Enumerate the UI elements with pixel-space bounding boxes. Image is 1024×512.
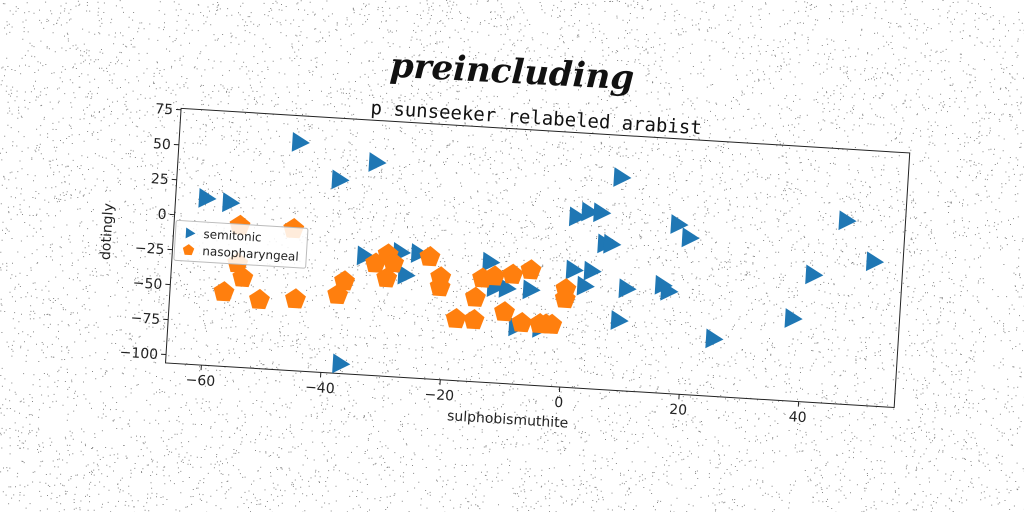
nasopharyngeal-point	[465, 286, 486, 307]
x-tick-label: −20	[424, 387, 454, 405]
semitonic-point	[670, 214, 689, 234]
semitonic-point	[331, 169, 350, 190]
nasopharyngeal-point	[520, 259, 542, 280]
semitonic-point	[565, 259, 584, 280]
semitonic-point	[593, 202, 612, 223]
legend: semitonic nasopharyngeal	[173, 219, 309, 269]
semitonic-point	[618, 278, 637, 299]
semitonic-point	[660, 280, 679, 301]
axis-ticks: −60 −40 −20 0 20 40 75 50 25 0 −25 −50 −75 −100	[119, 101, 807, 426]
data-points	[198, 131, 885, 374]
semitonic-point	[610, 310, 629, 330]
nasopharyngeal-point	[249, 288, 270, 310]
semitonic-point	[222, 192, 241, 213]
y-tick-label: 25	[150, 171, 169, 188]
y-axis-label: dotingly	[98, 203, 117, 261]
semitonic-point	[805, 264, 824, 285]
semitonic-point	[356, 245, 375, 266]
nasopharyngeal-point	[376, 267, 398, 288]
nasopharyngeal-point	[383, 252, 405, 273]
nasopharyngeal-point	[511, 311, 533, 333]
nasopharyngeal-point	[502, 263, 524, 284]
semitonic-point	[198, 188, 217, 208]
x-axis-label: sulphobismuthite	[447, 408, 569, 431]
x-tick-label: −60	[185, 372, 215, 390]
semitonic-point	[581, 201, 600, 222]
x-tick-label: 40	[788, 409, 807, 426]
y-tick-label: 50	[153, 136, 172, 153]
semitonic-point	[522, 279, 541, 300]
semitonic-point	[681, 227, 700, 248]
y-tick-label: 75	[155, 101, 174, 118]
semitonic-point	[784, 308, 803, 328]
scatter-chart: p sunseeker relabeled arabist −60 −40 −20 0…	[98, 97, 911, 432]
y-tick-label: −25	[134, 240, 164, 258]
legend-box	[173, 219, 309, 269]
nasopharyngeal-point	[429, 276, 451, 297]
semitonic-point	[568, 206, 588, 227]
y-tick-label: −100	[119, 345, 158, 363]
semitonic-point	[368, 152, 387, 172]
y-tick-label: 0	[157, 207, 167, 224]
nasopharyngeal-point	[554, 287, 576, 309]
semitonic-point	[583, 260, 602, 281]
semitonic-point	[603, 233, 622, 254]
semitonic-point	[838, 210, 857, 231]
semitonic-point	[576, 275, 595, 296]
nasopharyngeal-point	[213, 281, 235, 302]
semitonic-point	[397, 264, 416, 285]
semitonic-point	[291, 131, 310, 152]
x-tick-label: −40	[305, 380, 335, 398]
legend-marker-semitonic	[185, 227, 196, 239]
semitonic-point	[613, 167, 632, 187]
semitonic-point	[498, 278, 517, 298]
x-tick-label: 0	[554, 395, 564, 412]
plot-area-frame	[164, 107, 911, 409]
semitonic-point	[482, 251, 501, 272]
semitonic-point	[332, 353, 351, 374]
legend-marker-nasopharyngeal	[182, 244, 195, 256]
nasopharyngeal-point	[484, 265, 506, 286]
x-tick-label: 20	[669, 402, 688, 419]
semitonic-point	[865, 251, 885, 272]
legend-symbol	[185, 227, 196, 239]
legend-label-semitonic: semitonic	[203, 227, 262, 245]
nasopharyngeal-point	[445, 307, 467, 329]
semitonic-point	[705, 328, 724, 349]
nasopharyngeal-point	[334, 270, 356, 291]
nasopharyngeal-point	[541, 313, 563, 335]
legend-symbol	[182, 244, 195, 256]
nasopharyngeal-point	[419, 245, 441, 267]
nasopharyngeal-point	[463, 309, 485, 330]
legend-label-nasopharyngeal: nasopharyngeal	[202, 244, 299, 264]
y-tick-label: −50	[132, 275, 162, 293]
nasopharyngeal-point	[285, 288, 306, 309]
nasopharyngeal-point	[494, 301, 515, 322]
y-tick-label: −75	[130, 310, 160, 328]
chart-panel: p sunseeker relabeled arabist −60 −40 −20 0…	[98, 95, 919, 441]
